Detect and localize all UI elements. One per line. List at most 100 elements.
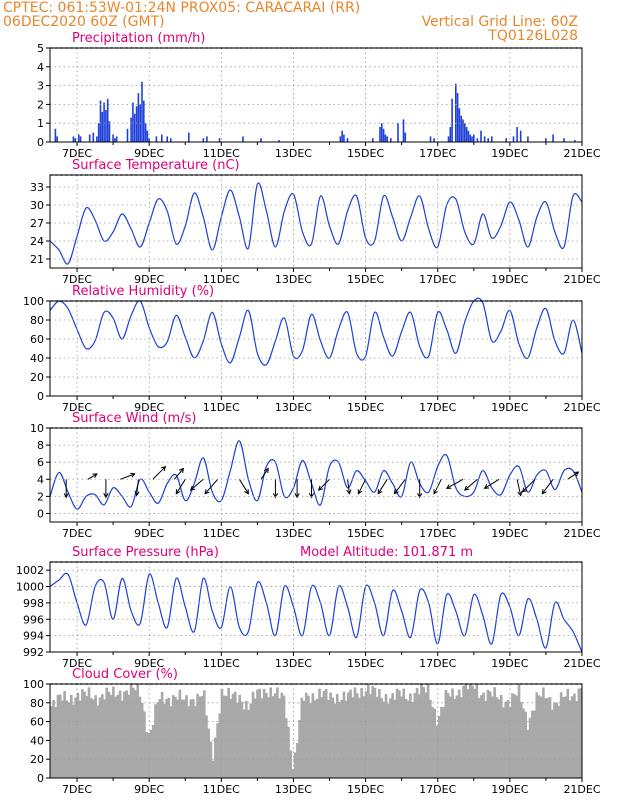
rh-xtick-label: 21DEC [563,401,600,414]
precip-bar [516,127,518,142]
temp-ytick-label: 27 [30,217,44,230]
wind-ytick-label: 8 [37,439,44,452]
cloud-column [300,697,304,778]
cloud-column [171,695,175,778]
temp-title: Surface Temperature (nC) [72,158,240,173]
wind-arrow [357,479,367,494]
cloud-column [145,732,148,778]
cloud-xtick-label: 7DEC [62,783,92,796]
cloud-column [402,688,406,778]
precip-bar [78,134,80,142]
cloud-column [273,693,277,778]
cloud-column [220,688,224,778]
cloud-column [375,696,379,778]
wind-frame [49,427,583,523]
precip-bar [137,93,140,142]
precip-bar [455,83,457,142]
temp-xtick-label: 15DEC [347,273,384,286]
cloud-column [289,750,293,778]
cloud-column [550,709,554,778]
cloud-column [298,720,301,778]
cloud-column [382,701,386,778]
wind-ytick-label: 4 [37,473,44,486]
cloud-column [446,692,450,778]
cloud-column [74,697,77,778]
precip-xtick-label: 7DEC [62,147,92,160]
precip-bar [456,93,459,142]
pres-ytick-label: 994 [23,630,44,643]
cloud-column [196,693,199,778]
wind-series-line [49,440,583,510]
wind-arrow-head [417,493,423,499]
rh-xtick-label: 15DEC [347,401,384,414]
wind-arrow-head [346,489,352,495]
rh-xtick-label: 19DEC [491,401,528,414]
wind-arrow [522,478,536,493]
precip-ytick-label: 2 [37,98,44,111]
cloud-column [185,695,188,778]
cloud-column [535,692,539,778]
rh-ytick-label: 80 [30,314,44,327]
cloud-column [69,694,73,778]
cloud-column [431,707,434,778]
cloud-column [389,698,392,778]
wind-arrow-head [294,493,300,499]
wind-arrow [190,478,204,491]
precip-bar [372,138,374,142]
wind-arrow [152,466,166,480]
precip-bar [512,136,515,142]
temp-series-line [49,182,583,265]
precip-bar [552,134,554,142]
cloud-column [493,687,496,778]
cloud-column [511,693,514,778]
precip-bar [97,123,100,142]
cloud-column [568,700,572,778]
precip-bar [382,128,385,142]
temp-xtick-label: 21DEC [563,273,600,286]
cloud-column [178,689,182,778]
wind-arrow [516,479,522,496]
cloud-column [488,691,492,778]
precip-bar [519,130,522,142]
precip-bar [99,100,102,142]
cloud-column [322,691,326,778]
cloud-column [477,697,481,778]
cloud-column [302,700,306,778]
precip-bar [433,138,435,142]
cloud-column [570,696,574,778]
cloud-column [480,695,483,778]
pres-ytick-label: 992 [23,646,44,659]
precip-bar [260,138,262,142]
cloud-column [194,705,197,778]
cloud-column [245,700,248,778]
cloud-column [453,698,457,778]
cloud-xtick-label: 21DEC [563,783,600,796]
wind-arrow-head [263,467,269,474]
cloud-column [429,699,432,778]
precip-bar [404,132,407,142]
precip-bar [476,138,479,142]
cloud-column [278,698,281,778]
cloud-column [307,695,310,778]
wind-arrow-head [175,489,181,495]
precip-bar [384,134,387,142]
wind-arrow [260,468,269,480]
wind-arrow [175,479,186,494]
temp-xtick-label: 11DEC [203,273,240,286]
cloud-column [340,699,343,778]
precip-bar [103,102,105,142]
precip-bar [447,136,450,142]
cloud-column [533,710,536,778]
cloud-column [364,691,368,778]
precip-bar [88,134,91,142]
precip-bar [491,136,493,142]
pres-xtick-label: 17DEC [419,657,456,670]
cloud-column [89,698,93,778]
cloud-column [260,698,264,778]
cloud-column [484,701,488,778]
cloud-column [78,700,82,778]
precip-bar [339,136,342,142]
cloud-column [87,687,91,778]
precip-xtick-label: 15DEC [347,147,384,160]
wind-arrow-head [204,489,210,495]
